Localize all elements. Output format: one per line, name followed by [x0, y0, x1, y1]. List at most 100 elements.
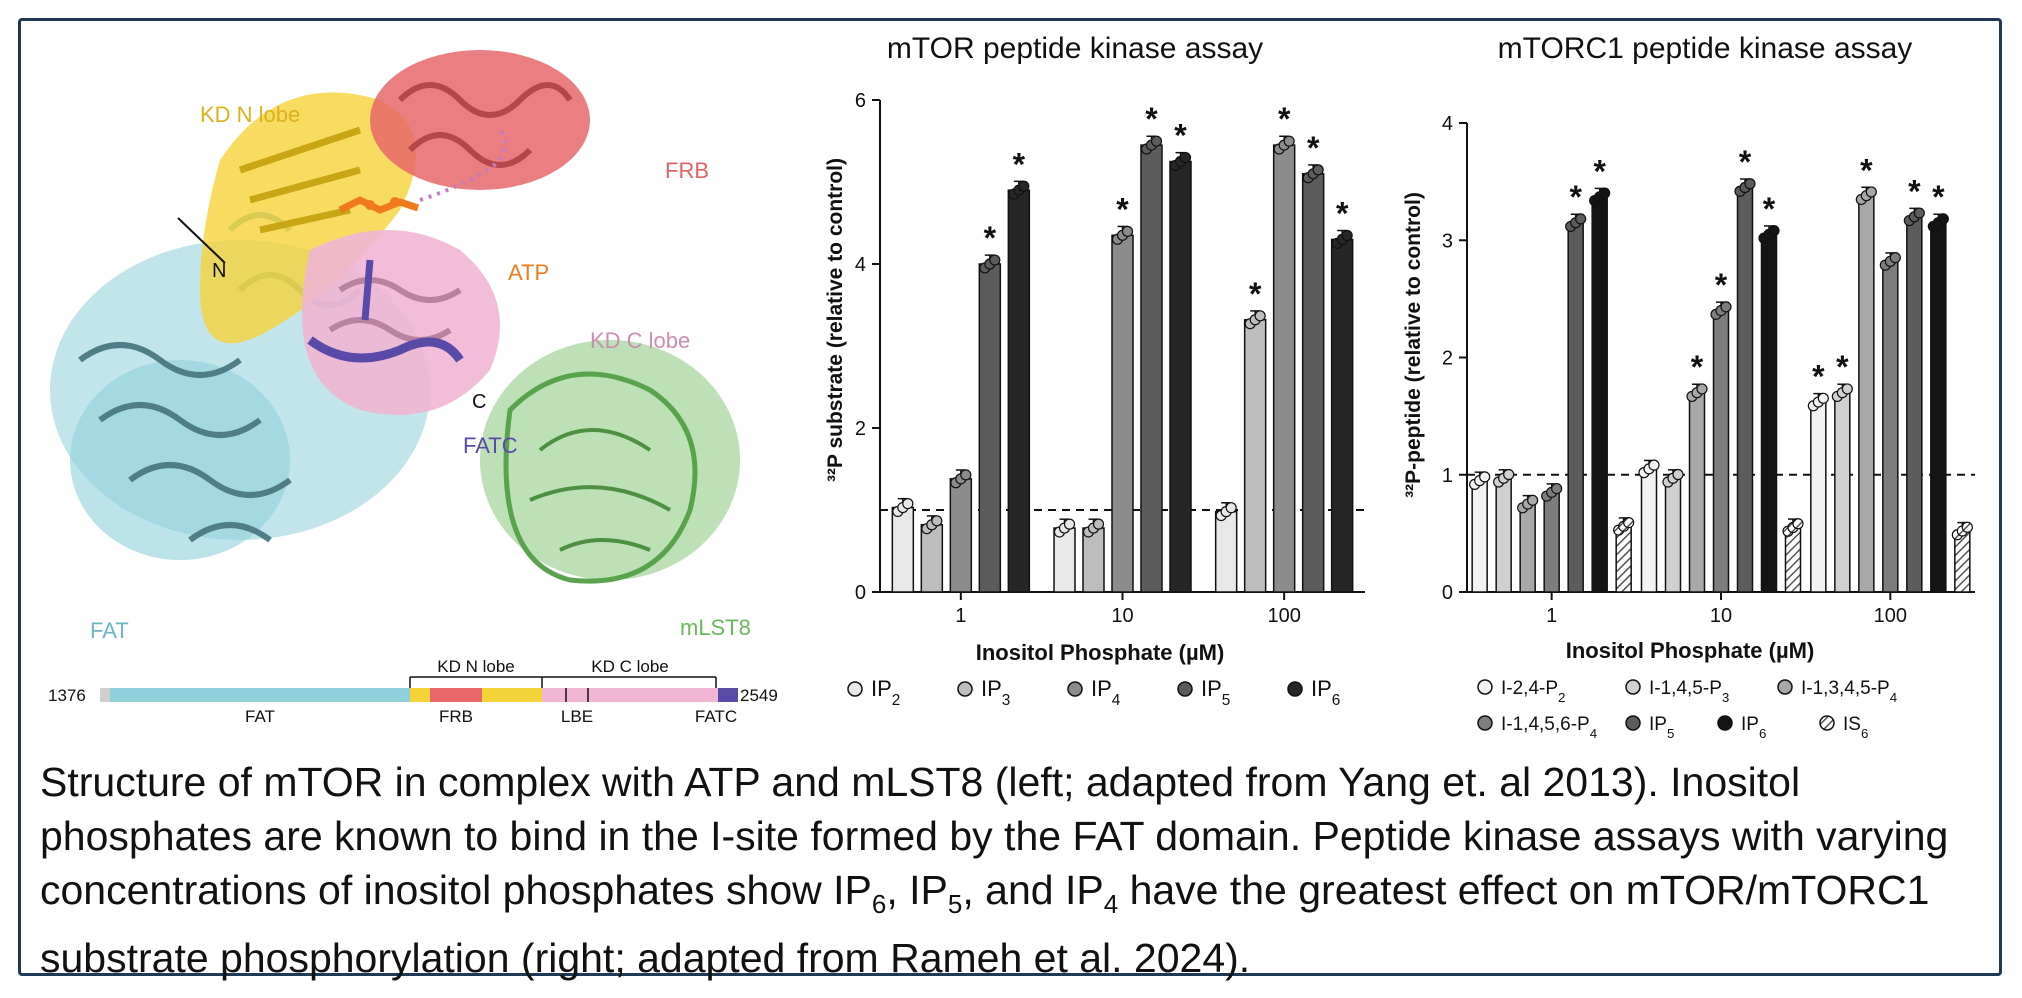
significance-star: * [984, 220, 997, 256]
frb-domain-shape [370, 50, 590, 190]
y-tick-label: 4 [1442, 113, 1453, 135]
x-tick-label: 10 [1710, 605, 1732, 627]
x-tick-label: 1 [955, 605, 966, 627]
bar [978, 263, 1002, 593]
domain-seg-lbe: LBE [561, 707, 593, 726]
label-n: N [212, 260, 226, 282]
legend-entry: I-1,4,5,6-P4 [1501, 714, 1597, 741]
bar [1664, 477, 1682, 593]
significance-star: * [1715, 267, 1728, 303]
legend-entry: IP5 [1201, 676, 1230, 709]
domain-group-n: KD N lobe [437, 657, 514, 676]
label-fatc: FATC [463, 433, 518, 458]
legend-marker [1177, 681, 1193, 697]
caption-sub-1: 6 [871, 889, 887, 920]
bar [949, 478, 973, 593]
y-tick-label: 0 [855, 582, 866, 604]
bar [1272, 144, 1296, 593]
data-point [1792, 518, 1804, 530]
significance-star: * [1739, 144, 1752, 180]
data-point [1503, 468, 1515, 481]
legend-marker [1477, 715, 1493, 731]
bar [1591, 196, 1608, 593]
y-tick-label: 3 [1442, 230, 1453, 252]
legend-marker [1625, 715, 1641, 731]
bar [1214, 510, 1238, 593]
domain-group-c: KD C lobe [591, 657, 668, 676]
y-tick-label: 2 [855, 418, 866, 440]
bar [1712, 309, 1730, 593]
y-tick-label: 1 [1442, 465, 1453, 487]
data-point [1341, 229, 1353, 242]
significance-star: * [1278, 101, 1291, 137]
bar [891, 506, 915, 593]
chart1-xlabel: Inositol Phosphate (µM) [976, 640, 1225, 665]
significance-star: * [1593, 153, 1606, 189]
domain-schematic: 1376 2549 KD N lobe KD C lobe FAT FRB LB… [48, 657, 778, 726]
x-tick-label: 10 [1111, 605, 1133, 627]
bar [1330, 238, 1354, 593]
x-tick-label: 100 [1874, 605, 1907, 627]
legend-marker [847, 681, 863, 697]
data-point [1092, 518, 1105, 530]
chart2-ylabel: ³²P-peptide (relative to control) [1402, 192, 1425, 498]
significance-star: * [1763, 191, 1776, 227]
legend-entry: IP6 [1311, 676, 1340, 709]
chart1-ylabel: ³²P substrate (relative to control) [824, 158, 847, 482]
significance-star: * [1307, 130, 1320, 166]
x-tick-label: 1 [1546, 605, 1557, 627]
legend-entry: IP3 [981, 676, 1010, 709]
legend-entry: IP2 [871, 676, 900, 709]
data-point [1599, 187, 1611, 199]
data-point [1063, 518, 1076, 530]
caption-sub-2: 5 [947, 889, 963, 920]
label-fat: FAT [90, 618, 129, 643]
mtor-structure-illustration: KD N lobe FRB ATP N C KD C lobe FATC FAT… [50, 50, 751, 643]
significance-star: * [1836, 349, 1849, 385]
bar [920, 524, 944, 593]
data-point [1479, 471, 1491, 483]
data-point [1841, 383, 1853, 395]
label-mlst8: mLST8 [680, 615, 751, 640]
chart1-title: mTOR peptide kinase assay [887, 32, 1263, 65]
legend-marker [1625, 679, 1641, 695]
data-point [1179, 151, 1192, 164]
bar [1906, 216, 1923, 593]
significance-star: * [1691, 349, 1704, 385]
significance-star: * [1908, 173, 1921, 209]
chart2-title: mTORC1 peptide kinase assay [1498, 32, 1913, 65]
bar [1169, 160, 1192, 593]
domain-seg-fatc: FATC [695, 707, 737, 726]
kd-n-lobe-shape [200, 92, 416, 344]
data-point [1623, 516, 1635, 529]
data-point [1648, 459, 1660, 471]
data-point [1150, 135, 1163, 147]
legend-marker [1819, 715, 1835, 731]
chart-mtor-kinase: mTOR peptide kinase assay ³²P substrate … [824, 32, 1365, 709]
legend-marker [1717, 715, 1733, 731]
legend-entry: IP4 [1091, 676, 1121, 709]
caption-text-1: Structure of mTOR in complex with ATP an… [40, 759, 1949, 913]
domain-end: 2549 [740, 686, 778, 705]
legend-entry: IP5 [1649, 714, 1674, 741]
data-point [1312, 164, 1324, 176]
data-point [1283, 135, 1295, 147]
bar [1930, 221, 1947, 593]
data-point [1121, 225, 1134, 237]
bar [1858, 194, 1875, 593]
bar [1243, 319, 1267, 593]
data-point [1527, 494, 1539, 506]
significance-star: * [1145, 101, 1158, 137]
significance-star: * [1932, 179, 1945, 215]
data-point [1889, 252, 1901, 264]
caption-sub-3: 4 [1103, 889, 1119, 920]
data-point [1551, 482, 1563, 495]
bar [1760, 233, 1778, 593]
bar [1519, 503, 1536, 593]
bar [1007, 189, 1031, 593]
bar [1543, 491, 1560, 593]
label-frb: FRB [665, 158, 709, 183]
y-tick-label: 6 [855, 90, 866, 112]
domain-seg-fat: FAT [245, 707, 275, 726]
fatc-domain-shape [307, 259, 464, 363]
